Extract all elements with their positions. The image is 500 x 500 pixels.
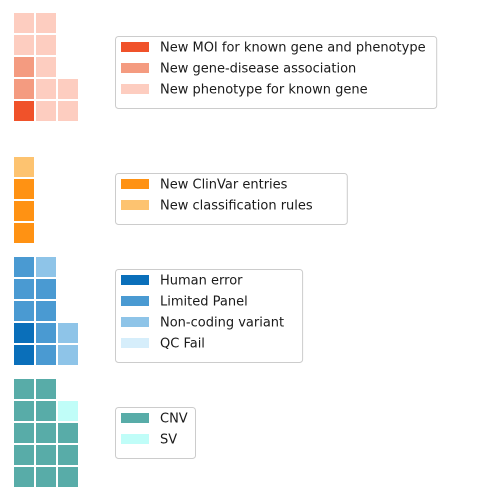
waffle-square-new-clinvar-entries (14, 179, 34, 199)
legend-label-new-phenotype-for-known-gene: New phenotype for known gene (160, 83, 368, 98)
waffle-square-limited-panel (14, 257, 34, 277)
legend-swatch-human-error (121, 275, 149, 285)
legend-swatch-qc-fail (121, 338, 149, 348)
legend-label-new-classification-rules: New classification rules (160, 199, 313, 214)
legend-swatch-new-gene-disease-association (121, 63, 149, 73)
legend-swatch-new-classification-rules (121, 200, 149, 210)
waffle-square-limited-panel (36, 301, 56, 321)
waffle-square-limited-panel (36, 345, 56, 365)
waffle-panel-1: New MOI for known gene and phenotype New … (14, 13, 438, 121)
waffle-square-limited-panel (36, 323, 56, 343)
waffle-square-new-clinvar-entries (14, 223, 34, 243)
waffle-panel-4: CNV SV (14, 379, 196, 487)
waffle-square-new-phenotype-for-known-gene (36, 13, 56, 33)
waffle-square-cnv (14, 467, 34, 487)
waffle-square-new-phenotype-for-known-gene (36, 79, 56, 99)
waffle-square-non-coding-variant (36, 257, 56, 277)
legend-swatch-sv (121, 434, 149, 444)
waffle-square-sv (58, 401, 78, 421)
waffle-square-non-coding-variant (58, 345, 78, 365)
waffle-square-new-clinvar-entries (14, 201, 34, 221)
legend-1: New MOI for known gene and phenotype New … (115, 36, 438, 109)
waffle-square-cnv (14, 445, 34, 465)
waffle-square-non-coding-variant (58, 323, 78, 343)
legend-swatch-non-coding-variant (121, 317, 149, 327)
legend-frame (115, 36, 438, 109)
waffle-square-new-gene-disease-association (14, 79, 34, 99)
legend-label-new-gene-disease-association: New gene-disease association (160, 62, 356, 77)
legend-swatch-new-clinvar-entries (121, 179, 149, 189)
waffle-square-cnv (58, 445, 78, 465)
waffle-square-human-error (14, 345, 34, 365)
legend-label-new-clinvar-entries: New ClinVar entries (160, 178, 288, 193)
waffle-square-new-phenotype-for-known-gene (58, 101, 78, 121)
waffle-square-limited-panel (14, 279, 34, 299)
legend-label-cnv: CNV (160, 412, 188, 427)
waffle-square-cnv (36, 401, 56, 421)
waffle-panel-2: New ClinVar entries New classification ru… (14, 157, 348, 243)
waffle-square-cnv (36, 379, 56, 399)
waffle-panel-3: Human error Limited Panel Non-coding varia… (14, 257, 304, 365)
legend-swatch-new-phenotype-for-known-gene (121, 84, 149, 94)
waffle-square-cnv (58, 423, 78, 443)
waffle-square-cnv (14, 379, 34, 399)
legend-label-qc-fail: QC Fail (160, 337, 205, 352)
waffle-square-new-gene-disease-association (14, 57, 34, 77)
waffle-square-new-moi-for-known-gene-and-phenotype (14, 101, 34, 121)
legend-2: New ClinVar entries New classification ru… (115, 173, 348, 225)
legend-swatch-new-moi-for-known-gene-and-phenotype (121, 42, 149, 52)
waffle-square-cnv (36, 467, 56, 487)
legend-label-non-coding-variant: Non-coding variant (160, 316, 284, 331)
waffle-square-limited-panel (36, 279, 56, 299)
legend-swatch-cnv (121, 413, 149, 423)
legend-label-sv: SV (160, 433, 177, 448)
legend-4: CNV SV (115, 407, 196, 459)
waffle-square-cnv (58, 467, 78, 487)
legend-frame (115, 173, 348, 225)
waffle-square-new-phenotype-for-known-gene (36, 101, 56, 121)
legend-swatch-limited-panel (121, 296, 149, 306)
waffle-square-cnv (36, 445, 56, 465)
waffle-square-new-classification-rules (14, 157, 34, 177)
legend-label-limited-panel: Limited Panel (160, 295, 248, 310)
waffle-square-new-phenotype-for-known-gene (36, 35, 56, 55)
legend-label-new-moi-for-known-gene-and-phenotype: New MOI for known gene and phenotype (160, 41, 426, 56)
waffle-square-cnv (14, 423, 34, 443)
waffle-square-cnv (36, 423, 56, 443)
waffle-square-new-phenotype-for-known-gene (14, 13, 34, 33)
waffle-square-human-error (14, 323, 34, 343)
legend-frame (115, 269, 304, 363)
waffle-square-new-phenotype-for-known-gene (14, 35, 34, 55)
waffle-square-cnv (14, 401, 34, 421)
waffle-square-new-phenotype-for-known-gene (58, 79, 78, 99)
waffle-square-limited-panel (14, 301, 34, 321)
legend-3: Human error Limited Panel Non-coding varia… (115, 269, 304, 363)
legend-label-human-error: Human error (160, 274, 243, 289)
waffle-square-new-phenotype-for-known-gene (36, 57, 56, 77)
